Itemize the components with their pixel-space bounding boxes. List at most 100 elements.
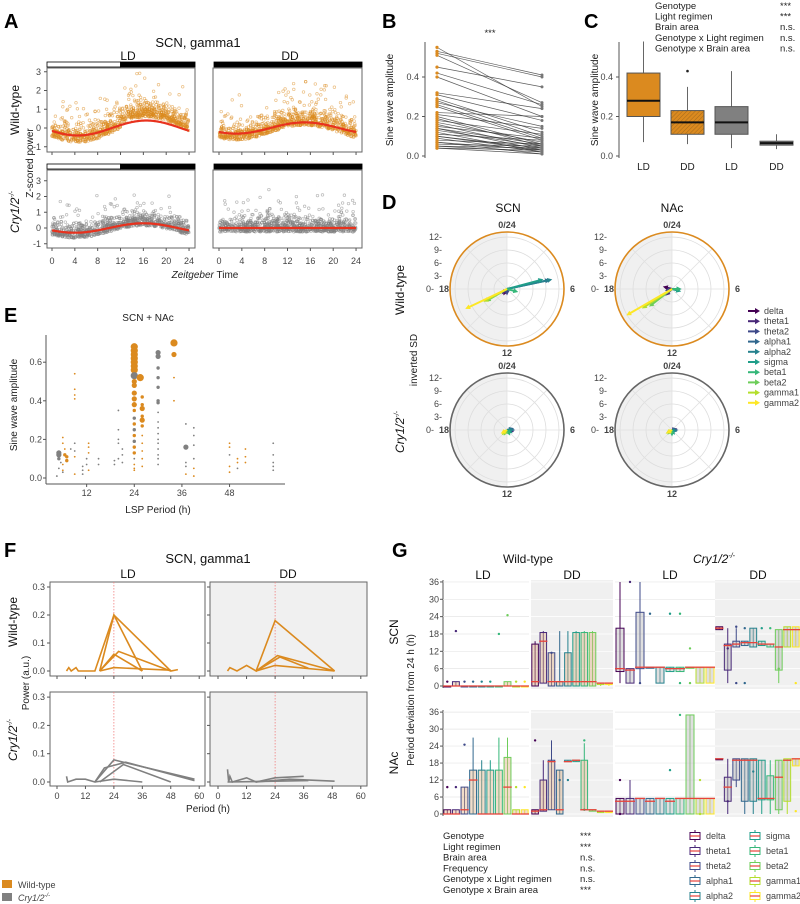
data-point (55, 475, 58, 477)
box-alpha1 (555, 769, 564, 815)
stat-factor: Genotype x Light regimen (443, 874, 552, 885)
data-point (73, 394, 76, 396)
data-point (74, 122, 79, 126)
data-point (115, 100, 119, 104)
y-tick-label: 0 (36, 123, 41, 133)
data-point (131, 390, 137, 396)
data-point (81, 465, 84, 468)
data-point (112, 110, 116, 115)
stat-significance: n.s. (780, 43, 795, 54)
data-point (139, 405, 145, 412)
box-alpha2 (655, 666, 665, 684)
data-point (272, 442, 275, 445)
panel-f-ylabel: Power (a.u.) (21, 656, 32, 710)
y-tick-label: 24 (429, 612, 439, 622)
angular-gridline (671, 429, 713, 471)
data-point (177, 106, 181, 110)
panel-label-d: D (382, 192, 396, 214)
data-point (59, 461, 62, 464)
outlier-gamma1 (514, 785, 518, 789)
legend-label-beta1: beta1 (766, 846, 789, 856)
data-point (65, 127, 69, 131)
data-point (87, 442, 90, 445)
x-tick-label: 0 (215, 791, 220, 801)
paired-line (436, 66, 543, 88)
data-point (228, 442, 231, 445)
radial-tick-label: 9- (434, 245, 442, 255)
angle-label-bottom: 12 (667, 348, 677, 358)
x-tick-label: 16 (305, 256, 315, 266)
data-point (50, 127, 54, 131)
dd-point (540, 132, 544, 136)
y-tick-label: 18 (429, 758, 439, 768)
data-point (95, 124, 100, 128)
data-point (141, 442, 144, 445)
panel-d-col-scn: SCN (495, 201, 520, 215)
x-tick-label: 36 (137, 791, 147, 801)
y-tick-label: 2 (36, 192, 41, 202)
box-beta2 (685, 714, 695, 815)
data-point (91, 137, 95, 142)
data-point (244, 455, 247, 458)
data-point (85, 129, 89, 133)
data-point (101, 122, 106, 126)
data-point (285, 101, 290, 105)
box-gamma1 (695, 797, 705, 815)
stat-significance: *** (580, 831, 591, 842)
x-tick-label: 16 (138, 256, 148, 266)
data-point (159, 110, 164, 114)
data-point (63, 448, 66, 450)
data-point (156, 111, 160, 115)
data-point (130, 109, 135, 113)
data-point (157, 411, 160, 414)
ld-point (435, 53, 439, 57)
data-point (161, 103, 165, 107)
y-tick-label: 36 (429, 707, 439, 717)
box-theta1 (451, 681, 460, 687)
y-tick-label: 24 (429, 741, 439, 751)
box-delta (531, 809, 539, 815)
data-point (69, 140, 73, 144)
arrowhead-alpha2 (546, 277, 553, 283)
data-point (117, 428, 120, 431)
data-point (121, 116, 125, 121)
data-point (284, 93, 288, 97)
legend-label-alpha2: alpha2 (706, 891, 733, 901)
x-tick-label: 20 (161, 256, 171, 266)
angle-label-bottom: 12 (667, 489, 677, 499)
paired-line (436, 54, 543, 103)
box-alpha2 (655, 797, 665, 815)
data-point (157, 421, 160, 423)
cry-label: Cry1/2 (693, 552, 729, 566)
data-point (175, 116, 179, 120)
legend-label-beta2: beta2 (764, 377, 787, 387)
legend-arrowhead-sigma (755, 359, 760, 365)
y-tick-label: 30 (429, 594, 439, 604)
legend-label-alpha2: alpha2 (764, 347, 791, 357)
data-point (131, 402, 137, 408)
legend-label-theta2: theta2 (764, 326, 789, 336)
data-point (126, 107, 130, 111)
radial-tick-label: 0- (426, 425, 434, 435)
data-point (135, 71, 139, 76)
plot-frame (212, 169, 363, 249)
data-point (125, 104, 129, 109)
stat-factor: Frequency (443, 863, 488, 874)
legend-label-gamma2: gamma2 (764, 398, 799, 408)
data-point (141, 450, 144, 452)
legend-arrowhead-alpha2 (755, 348, 760, 355)
data-point (113, 463, 116, 466)
data-point (172, 115, 177, 119)
angular-gridline (506, 389, 548, 431)
data-point (131, 396, 137, 402)
ld-point (435, 71, 439, 75)
dark-period-bar (120, 163, 196, 170)
y-tick-label: 0.0 (406, 151, 419, 161)
outlier-delta (618, 778, 622, 782)
legend-label-theta2: theta2 (706, 861, 731, 871)
data-point (136, 98, 141, 103)
x-tick-label: 24 (270, 791, 280, 801)
y-tick-label: 6 (434, 792, 439, 802)
xlabel-rest: Time (217, 270, 239, 281)
data-point (133, 457, 136, 460)
